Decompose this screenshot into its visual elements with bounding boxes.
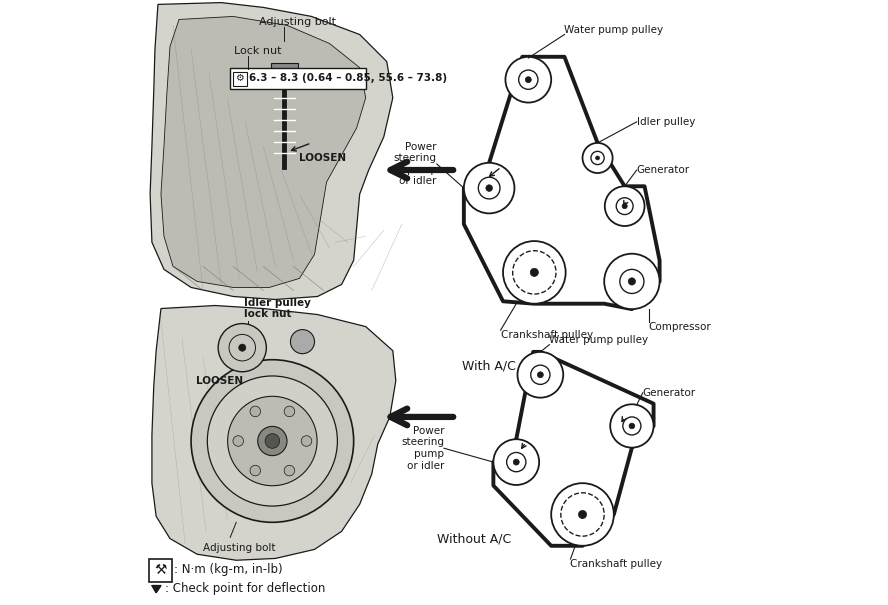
FancyBboxPatch shape: [271, 63, 297, 74]
FancyBboxPatch shape: [230, 68, 367, 90]
Circle shape: [503, 241, 566, 304]
Text: 6.3 – 8.3 (0.64 – 0.85, 55.6 – 73.8): 6.3 – 8.3 (0.64 – 0.85, 55.6 – 73.8): [249, 73, 447, 83]
Circle shape: [513, 459, 519, 465]
Circle shape: [207, 376, 337, 506]
Text: Idler pulley
lock nut: Idler pulley lock nut: [244, 298, 311, 319]
Polygon shape: [152, 306, 396, 560]
Text: Water pump pulley: Water pump pulley: [565, 25, 663, 34]
Text: With A/C: With A/C: [462, 360, 516, 373]
Text: Compressor: Compressor: [649, 322, 711, 332]
Text: : N·m (kg-m, in-lb): : N·m (kg-m, in-lb): [174, 563, 283, 576]
Text: LOOSEN: LOOSEN: [196, 376, 243, 386]
Circle shape: [290, 330, 314, 354]
Circle shape: [265, 434, 280, 448]
Text: Without A/C: Without A/C: [437, 532, 511, 546]
Circle shape: [629, 278, 636, 285]
Circle shape: [284, 406, 295, 417]
Circle shape: [605, 186, 645, 226]
Text: Crankshaft pulley: Crankshaft pulley: [570, 559, 662, 569]
Circle shape: [258, 427, 287, 456]
Circle shape: [578, 511, 587, 518]
Circle shape: [530, 269, 538, 276]
Text: : Check point for deflection: : Check point for deflection: [164, 582, 325, 595]
Text: LOOSEN: LOOSEN: [299, 153, 346, 163]
Circle shape: [518, 352, 563, 397]
Text: ⚙: ⚙: [235, 73, 244, 83]
Circle shape: [537, 372, 543, 378]
Circle shape: [596, 156, 599, 160]
Circle shape: [629, 423, 635, 429]
Text: Crankshaft pulley: Crankshaft pulley: [501, 330, 592, 340]
Circle shape: [233, 436, 243, 446]
Circle shape: [505, 57, 551, 103]
Circle shape: [583, 143, 613, 173]
FancyBboxPatch shape: [233, 72, 247, 87]
Circle shape: [622, 203, 627, 209]
Circle shape: [218, 324, 266, 371]
Polygon shape: [150, 2, 392, 299]
Circle shape: [301, 436, 312, 446]
Text: Power
steering
pump
or idler: Power steering pump or idler: [393, 142, 437, 186]
Circle shape: [610, 404, 654, 448]
Circle shape: [250, 406, 260, 417]
Circle shape: [284, 465, 295, 476]
Circle shape: [526, 77, 531, 83]
Text: Water pump pulley: Water pump pulley: [550, 335, 648, 345]
Text: Generator: Generator: [637, 165, 690, 175]
Text: Power
steering
pump
or idler: Power steering pump or idler: [401, 426, 444, 471]
Text: Generator: Generator: [643, 388, 696, 398]
Text: Adjusting bolt: Adjusting bolt: [258, 17, 336, 27]
Text: ⚒: ⚒: [155, 563, 167, 577]
Circle shape: [227, 396, 317, 486]
Polygon shape: [152, 586, 161, 593]
Polygon shape: [161, 16, 366, 287]
Circle shape: [464, 163, 514, 214]
Circle shape: [239, 344, 246, 352]
Text: Idler pulley: Idler pulley: [637, 117, 695, 127]
Text: Lock nut: Lock nut: [234, 45, 281, 56]
Circle shape: [486, 185, 493, 191]
Circle shape: [250, 465, 260, 476]
Circle shape: [191, 360, 353, 522]
Text: Adjusting bolt: Adjusting bolt: [203, 543, 275, 554]
Circle shape: [551, 483, 614, 546]
Circle shape: [604, 253, 660, 309]
Circle shape: [494, 439, 539, 485]
FancyBboxPatch shape: [149, 559, 171, 582]
